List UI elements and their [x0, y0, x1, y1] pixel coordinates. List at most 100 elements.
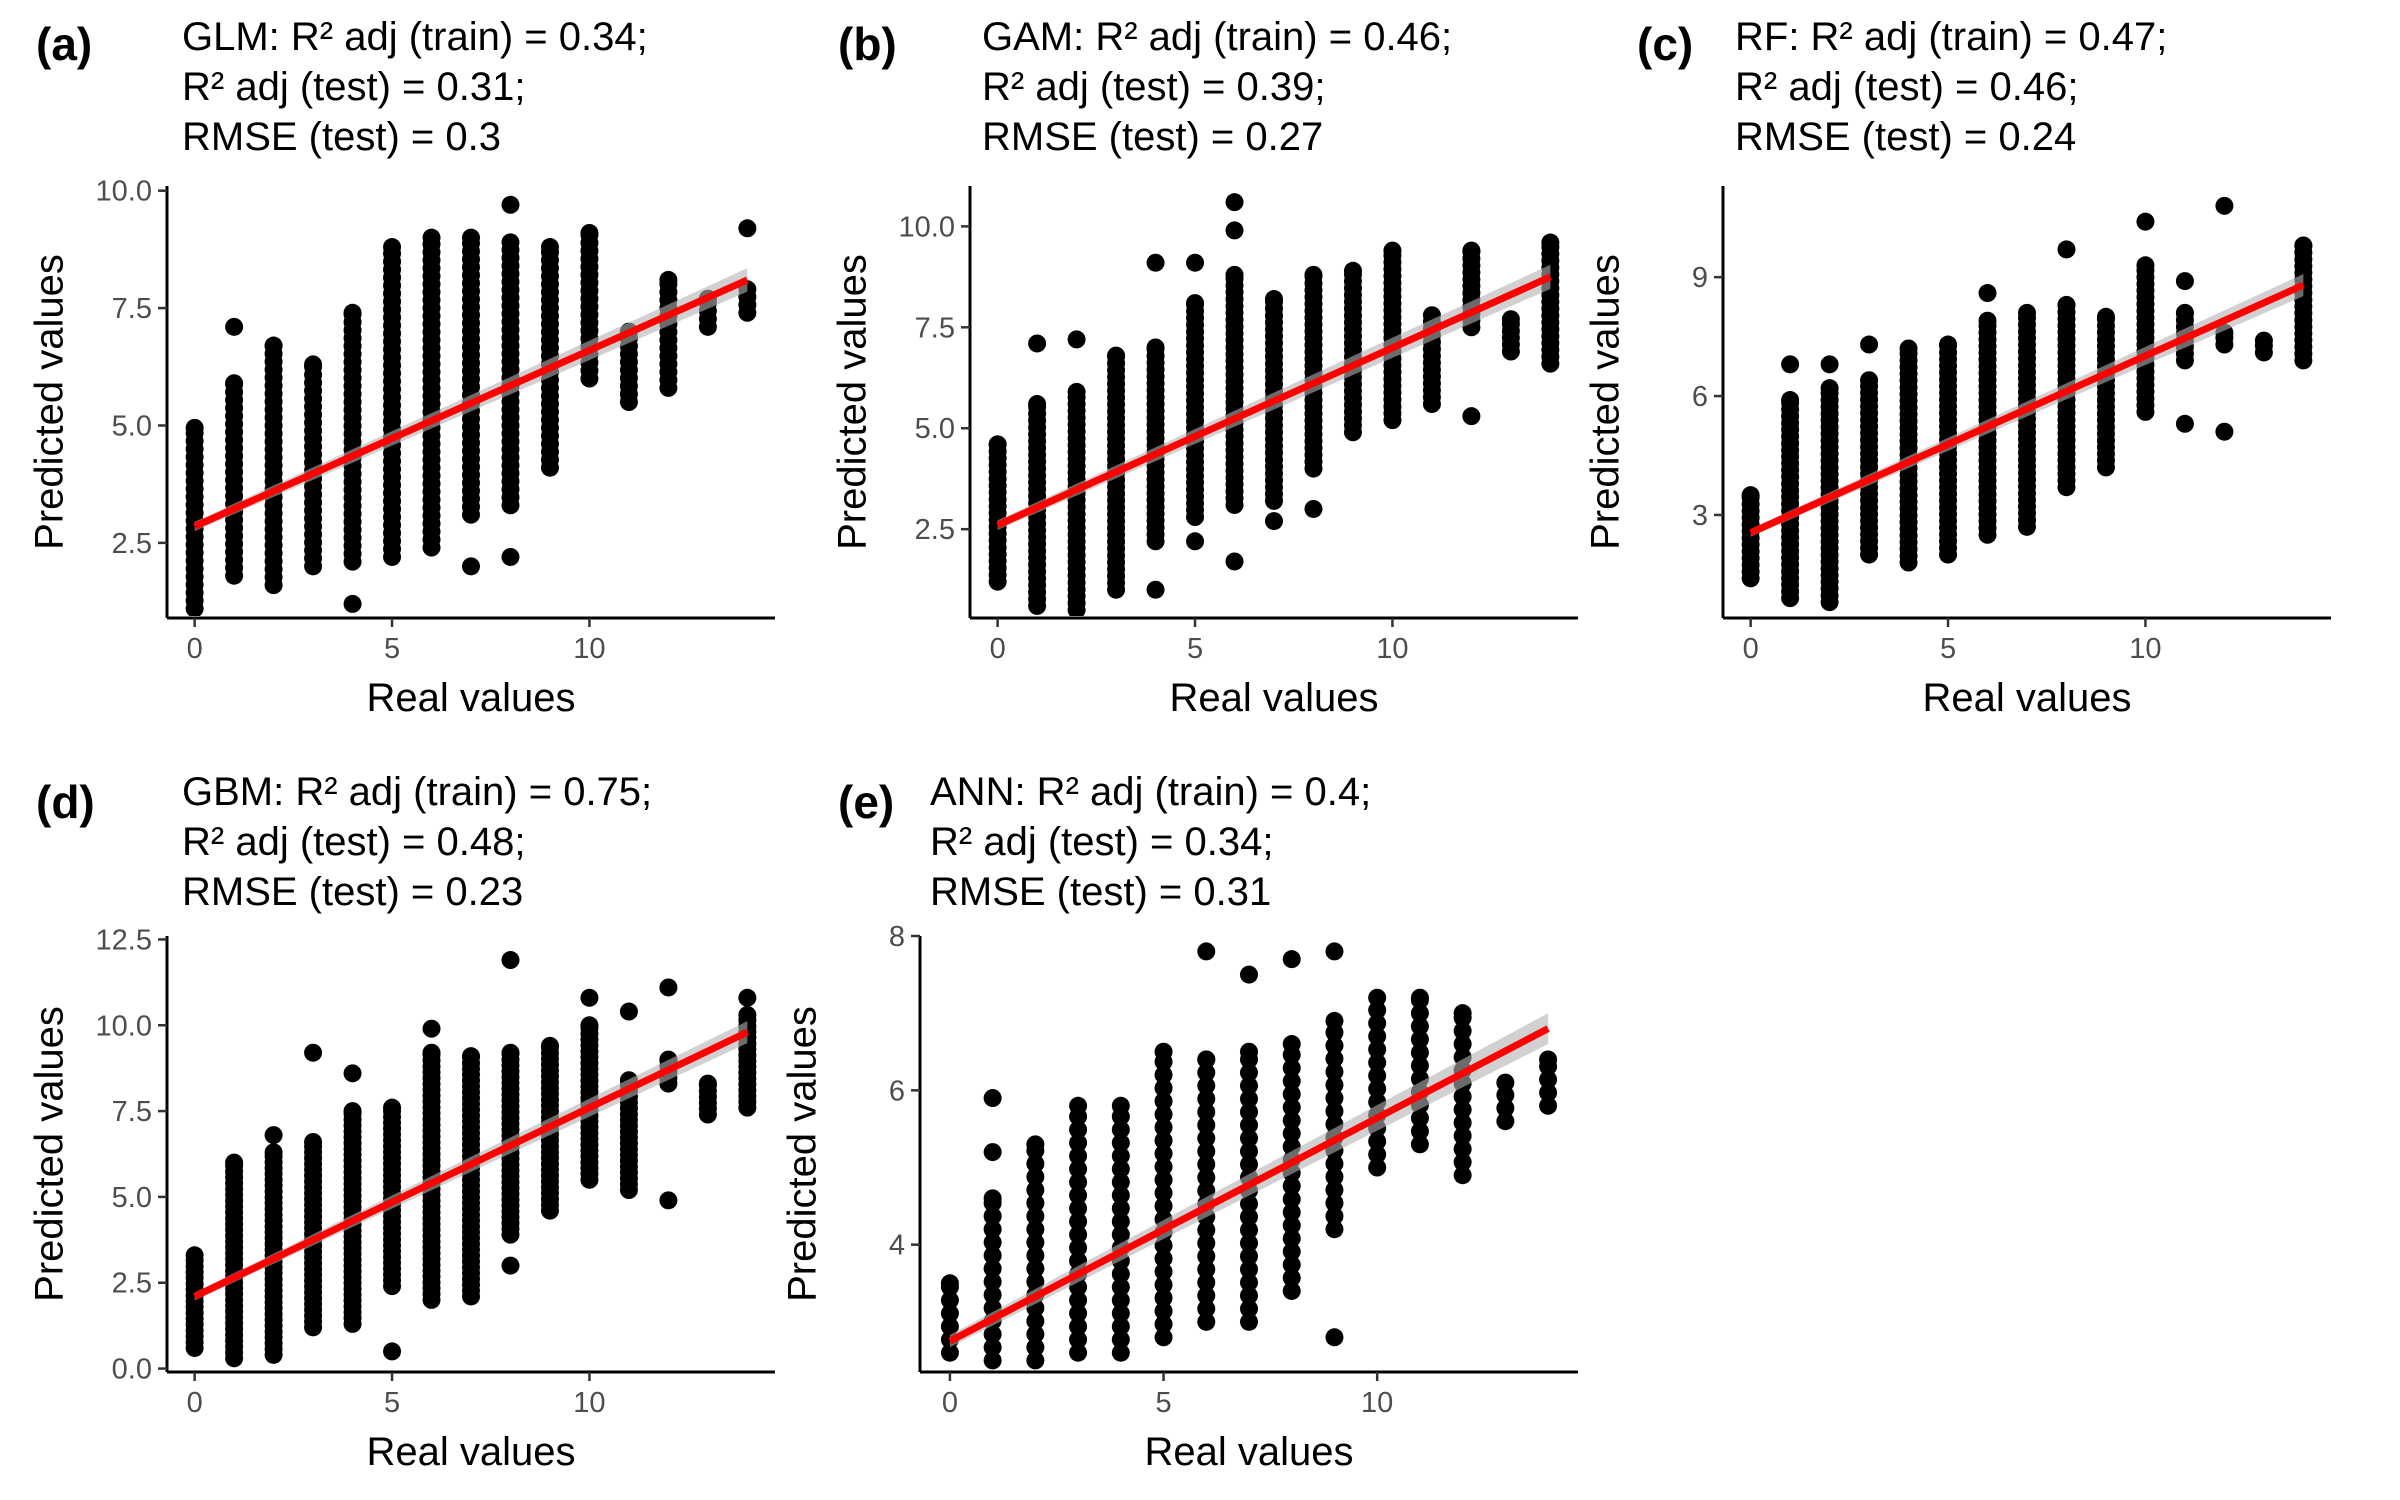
data-point — [304, 1043, 323, 1062]
data-point — [2018, 303, 2036, 322]
data-point — [1240, 1273, 1258, 1292]
data-point — [1496, 1073, 1515, 1092]
x-tick-label: 0 — [187, 1387, 203, 1419]
data-point — [1240, 1260, 1258, 1279]
data-point — [1154, 1262, 1173, 1281]
x-axis-label: Real values — [1169, 676, 1378, 720]
data-point — [1539, 1070, 1558, 1089]
data-point — [983, 1272, 1002, 1291]
data-point — [988, 435, 1007, 454]
data-point — [1154, 1170, 1173, 1189]
data-point — [659, 1191, 678, 1210]
data-point — [940, 1343, 959, 1362]
data-point — [343, 303, 362, 322]
data-point — [1541, 233, 1560, 252]
data-point — [422, 1043, 441, 1062]
data-point — [1410, 1056, 1429, 1075]
data-point — [1186, 294, 1205, 313]
data-point — [1410, 1004, 1429, 1023]
data-point — [1111, 1096, 1130, 1115]
data-point — [1111, 1343, 1130, 1362]
y-axis-label: Predicted values — [781, 1006, 825, 1302]
data-point — [1240, 1076, 1258, 1095]
data-point — [1325, 1102, 1344, 1121]
data-point — [343, 1102, 362, 1121]
data-point — [1225, 193, 1244, 212]
panel-a: (a) GLM: R² adj (train) = 0.34; R² adj (te… — [28, 15, 775, 720]
data-point — [619, 1002, 638, 1021]
data-point — [983, 1207, 1002, 1226]
data-point — [1462, 407, 1481, 426]
data-point — [1410, 1043, 1429, 1062]
y-tick-label: 0.0 — [112, 1354, 152, 1386]
data-point — [1197, 1247, 1216, 1266]
y-axis-label: Predicted values — [831, 254, 875, 550]
data-point — [1069, 1146, 1088, 1165]
data-point — [940, 1317, 959, 1336]
x-tick-label: 10 — [2129, 633, 2161, 665]
data-point — [1325, 1207, 1344, 1226]
panel-letter: (d) — [36, 776, 95, 828]
data-point — [983, 1220, 1002, 1239]
panel-title-line: GAM: R² adj (train) = 0.46; — [982, 15, 1452, 59]
data-point — [1368, 988, 1387, 1007]
data-point — [1225, 221, 1244, 240]
data-point — [1069, 1133, 1088, 1152]
y-tick-label: 8 — [889, 921, 905, 953]
data-point — [1026, 1233, 1045, 1252]
data-point — [1325, 1036, 1344, 1055]
data-point — [422, 1019, 441, 1038]
panel-c: (c) RF: R² adj (train) = 0.47; R² adj (tes… — [1584, 15, 2331, 720]
data-point — [1282, 1242, 1301, 1261]
data-point — [1111, 1264, 1130, 1283]
data-point — [1146, 580, 1165, 599]
panel-title-line: RMSE (test) = 0.27 — [982, 115, 1323, 159]
data-point — [1111, 1330, 1130, 1349]
x-tick-label: 10 — [1376, 633, 1408, 665]
data-point — [1146, 253, 1165, 272]
data-point — [983, 1246, 1002, 1265]
data-point — [304, 1132, 323, 1151]
data-point — [1111, 1173, 1130, 1192]
y-tick-label: 4 — [889, 1230, 905, 1262]
data-point — [1282, 1203, 1301, 1222]
data-point — [2175, 303, 2194, 322]
data-point — [501, 951, 520, 970]
panel-title-line: R² adj (test) = 0.39; — [982, 65, 1325, 109]
data-point — [1282, 1035, 1301, 1054]
data-point — [264, 1126, 283, 1145]
data-point — [1368, 1158, 1387, 1177]
data-point — [1453, 1139, 1472, 1158]
data-point — [501, 1256, 520, 1275]
data-point — [1939, 335, 1958, 354]
data-point — [1026, 1180, 1045, 1199]
data-point — [1265, 290, 1283, 309]
data-point — [1026, 1312, 1045, 1331]
data-point — [1197, 1312, 1216, 1331]
y-axis-label: Predicted values — [28, 1006, 72, 1302]
data-point — [698, 1074, 717, 1093]
data-point — [1028, 334, 1047, 353]
data-point — [1197, 1129, 1216, 1148]
data-point — [1069, 1096, 1088, 1115]
data-point — [264, 1143, 283, 1162]
data-point — [1453, 1166, 1472, 1185]
panel-d: (d) GBM: R² adj (train) = 0.75; R² adj (te… — [28, 770, 775, 1474]
panel-title-line: RMSE (test) = 0.23 — [182, 870, 523, 914]
data-point — [1282, 1085, 1301, 1104]
x-axis-label: Real values — [366, 1430, 575, 1474]
data-point — [1240, 1247, 1258, 1266]
data-point — [1325, 1075, 1344, 1094]
data-point — [1028, 395, 1047, 414]
data-point — [1111, 1291, 1130, 1310]
data-point — [1197, 1168, 1216, 1187]
data-point — [1197, 1234, 1216, 1253]
data-point — [1197, 1221, 1216, 1240]
panel-b: (b) GAM: R² adj (train) = 0.46; R² adj (te… — [831, 15, 1578, 720]
data-point — [1240, 1042, 1258, 1061]
data-point — [1410, 1109, 1429, 1128]
data-point — [1240, 1286, 1258, 1305]
data-point — [1539, 1083, 1558, 1102]
data-point — [1240, 965, 1258, 984]
